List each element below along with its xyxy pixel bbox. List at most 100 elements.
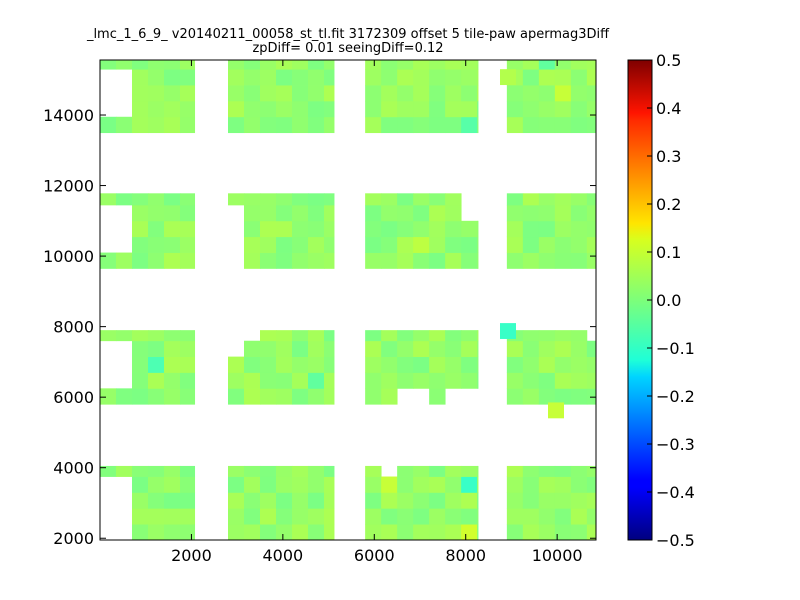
heatmap-cell — [132, 340, 149, 357]
heatmap-cell — [522, 60, 540, 70]
heatmap-cell — [260, 220, 277, 238]
heatmap-cell — [381, 100, 398, 118]
heatmap-cell — [413, 356, 430, 373]
heatmap-cell — [445, 252, 462, 269]
plot-frame — [99, 59, 597, 541]
heatmap-cell — [538, 330, 556, 342]
heatmap-cell — [260, 69, 277, 86]
heatmap-cell — [244, 524, 261, 540]
heatmap-cell — [554, 340, 572, 357]
heatmap-cell — [477, 524, 479, 540]
heatmap-cell — [292, 220, 309, 238]
heatmap-cell — [554, 356, 572, 373]
heatmap-cell — [260, 492, 277, 509]
heatmap-cell — [477, 330, 479, 342]
heatmap-cell — [292, 356, 309, 373]
heatmap-cell — [132, 116, 149, 134]
heatmap-cell — [461, 492, 478, 509]
heatmap-cell — [554, 100, 572, 118]
heatmap-cell — [522, 116, 540, 134]
heatmap-cell — [506, 116, 524, 134]
heatmap-cell — [308, 340, 325, 357]
heatmap-cell — [228, 116, 245, 134]
heatmap-cell — [148, 330, 165, 342]
heatmap-cell — [292, 508, 309, 525]
heatmap-cell — [365, 220, 382, 238]
heatmap-cell — [554, 388, 572, 405]
heatmap-cell — [586, 492, 596, 509]
heatmap-cell — [461, 85, 478, 102]
heatmap-cell — [429, 492, 446, 509]
heatmap-cell — [365, 116, 382, 134]
heatmap-cell — [445, 476, 462, 493]
heatmap-cell — [586, 60, 596, 70]
heatmap-cell — [477, 116, 479, 134]
heatmap-cell — [365, 476, 382, 493]
heatmap-cell — [148, 236, 165, 253]
heatmap-cell — [148, 372, 165, 389]
colorbar-tick-label: 0.3 — [656, 147, 681, 166]
heatmap-cell — [538, 492, 556, 509]
y-tick-label: 8000 — [53, 318, 94, 337]
heatmap-cell — [429, 116, 446, 134]
heatmap-cell — [397, 236, 414, 253]
heatmap-cell — [538, 220, 556, 238]
x-tick-label: 8000 — [445, 546, 486, 565]
heatmap-cell — [180, 465, 196, 477]
heatmap-cell — [180, 476, 196, 493]
heatmap-cell — [365, 388, 382, 405]
heatmap-cell — [538, 252, 556, 269]
heatmap-cell — [554, 465, 572, 477]
heatmap-cell — [538, 508, 556, 525]
heatmap-cell — [538, 85, 556, 102]
heatmap-cell — [522, 204, 540, 222]
heatmap-cell — [445, 356, 462, 373]
heatmap-cell — [461, 236, 478, 253]
heatmap-cell — [132, 220, 149, 238]
heatmap-cell — [365, 236, 382, 253]
heatmap-cell — [445, 330, 462, 342]
heatmap-cell — [445, 340, 462, 357]
heatmap-cell — [324, 116, 335, 134]
heatmap-cell — [308, 330, 325, 342]
heatmap-cell — [554, 330, 572, 342]
heatmap-cell — [228, 465, 245, 477]
heatmap-cell — [461, 330, 478, 342]
colorbar-tick-label: 0.5 — [656, 51, 681, 70]
heatmap-cell — [365, 60, 382, 70]
heatmap-cell — [244, 85, 261, 102]
heatmap-cell — [445, 465, 462, 477]
heatmap-cell — [276, 85, 293, 102]
heatmap-cell — [397, 356, 414, 373]
heatmap-cell — [164, 388, 181, 405]
heatmap-cell — [381, 508, 398, 525]
heatmap-cell — [522, 236, 540, 253]
heatmap-cell — [324, 204, 335, 222]
heatmap-cell — [276, 476, 293, 493]
heatmap-cell — [180, 236, 196, 253]
heatmap-cell — [244, 340, 261, 357]
heatmap-cell — [148, 524, 165, 540]
heatmap-cell — [397, 372, 414, 389]
heatmap-cell — [228, 372, 245, 389]
heatmap-cell — [538, 388, 556, 405]
colorbar-tick-label: −0.2 — [656, 387, 695, 406]
heatmap-cell — [477, 100, 479, 118]
heatmap-cell — [276, 356, 293, 373]
heatmap-cell — [260, 193, 277, 206]
heatmap-cell — [570, 252, 588, 269]
heatmap-cell — [397, 85, 414, 102]
heatmap-cell — [554, 60, 572, 70]
heatmap-cell — [538, 476, 556, 493]
heatmap-cell — [180, 508, 196, 525]
heatmap-cell — [413, 85, 430, 102]
heatmap-cell — [413, 116, 430, 134]
heatmap-cell — [461, 356, 478, 373]
heatmap-cell — [148, 465, 165, 477]
heatmap-cell — [506, 476, 524, 493]
heatmap-cell — [292, 69, 309, 86]
heatmap-cell — [260, 204, 277, 222]
heatmap-cell — [429, 465, 446, 477]
heatmap-cell — [522, 69, 540, 86]
heatmap-cell — [308, 492, 325, 509]
